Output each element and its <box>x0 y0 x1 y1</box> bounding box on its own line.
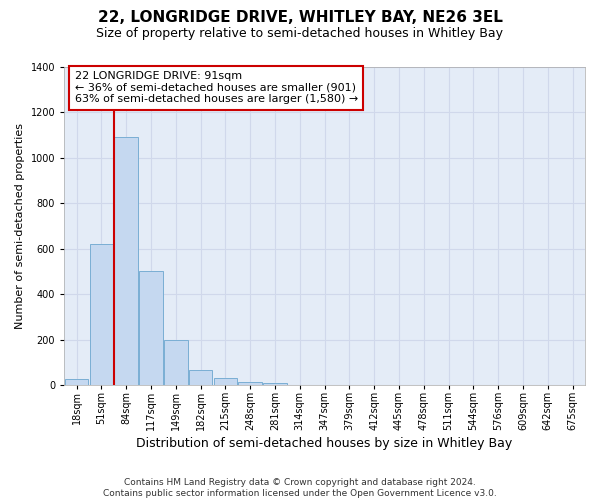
Bar <box>65 380 88 385</box>
Y-axis label: Number of semi-detached properties: Number of semi-detached properties <box>15 123 25 329</box>
Bar <box>238 382 262 385</box>
Text: 22 LONGRIDGE DRIVE: 91sqm
← 36% of semi-detached houses are smaller (901)
63% of: 22 LONGRIDGE DRIVE: 91sqm ← 36% of semi-… <box>74 72 358 104</box>
Bar <box>214 378 237 385</box>
Bar <box>139 272 163 385</box>
Bar <box>89 244 113 385</box>
Bar <box>164 340 188 385</box>
Bar <box>263 383 287 385</box>
X-axis label: Distribution of semi-detached houses by size in Whitley Bay: Distribution of semi-detached houses by … <box>136 437 513 450</box>
Text: Contains HM Land Registry data © Crown copyright and database right 2024.
Contai: Contains HM Land Registry data © Crown c… <box>103 478 497 498</box>
Bar <box>115 137 138 385</box>
Bar <box>189 370 212 385</box>
Text: Size of property relative to semi-detached houses in Whitley Bay: Size of property relative to semi-detach… <box>97 28 503 40</box>
Text: 22, LONGRIDGE DRIVE, WHITLEY BAY, NE26 3EL: 22, LONGRIDGE DRIVE, WHITLEY BAY, NE26 3… <box>98 10 502 25</box>
